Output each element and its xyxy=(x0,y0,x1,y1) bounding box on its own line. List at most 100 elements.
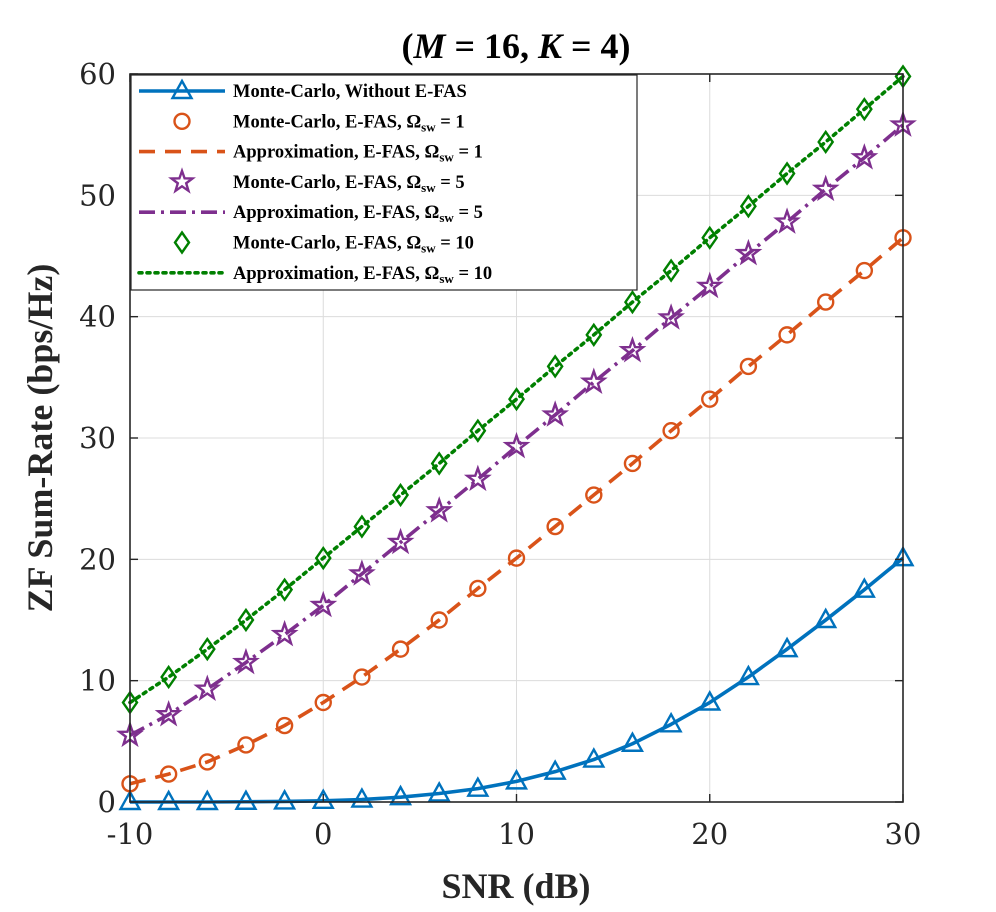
data-point-marker xyxy=(466,776,490,797)
y-tick-label: 60 xyxy=(79,57,116,91)
legend-entry: Monte-Carlo, E-FAS, Ωsw = 10 xyxy=(173,230,474,256)
data-point-marker xyxy=(623,454,642,473)
legend-entry: Approximation, E-FAS, Ωsw = 1 xyxy=(139,143,483,165)
data-point-marker xyxy=(270,619,299,647)
data-point-marker xyxy=(736,664,760,686)
data-point-marker xyxy=(701,225,719,250)
legend-entry: Monte-Carlo, E-FAS, Ωsw = 5 xyxy=(168,167,465,195)
series-5-approximation-e-fas-sw-5 xyxy=(129,123,905,737)
data-point-marker xyxy=(579,367,608,395)
legend-label-tail: = 1 xyxy=(454,143,483,163)
data-point-marker xyxy=(309,590,338,618)
legend-entry: Monte-Carlo, E-FAS, Ωsw = 1 xyxy=(173,112,465,134)
data-point-marker xyxy=(507,549,526,567)
legend-label-subscript: sw xyxy=(439,271,454,286)
legend-label-main: Approximation, E-FAS, Ω xyxy=(233,143,439,163)
legend-label-main: Monte-Carlo, Without E-FAS xyxy=(233,82,467,102)
x-tick-label: -10 xyxy=(107,817,154,851)
data-point-marker xyxy=(386,527,415,555)
data-point-marker xyxy=(389,784,413,806)
legend-label-subscript: sw xyxy=(421,180,436,195)
legend-label-main: Monte-Carlo, E-FAS, Ω xyxy=(233,112,421,132)
x-tick-label: 0 xyxy=(314,817,332,851)
series-line xyxy=(128,74,905,705)
legend-label: Approximation, E-FAS, Ωsw = 5 xyxy=(233,203,483,225)
data-point-marker xyxy=(353,668,371,686)
legend-entry: Approximation, E-FAS, Ωsw = 10 xyxy=(137,264,492,286)
data-point-marker xyxy=(817,293,835,311)
y-tick-label: 50 xyxy=(79,178,116,212)
data-point-marker xyxy=(855,261,874,280)
legend-label-main: Approximation, E-FAS, Ω xyxy=(233,264,439,284)
x-tick-label: 20 xyxy=(691,817,728,851)
legend-label: Monte-Carlo, E-FAS, Ωsw = 5 xyxy=(233,173,465,195)
data-point-marker xyxy=(232,647,260,675)
data-point-marker xyxy=(469,579,487,598)
data-point-marker xyxy=(198,753,217,771)
legend-swatch-marker xyxy=(168,167,196,194)
data-point-marker xyxy=(582,747,606,768)
data-point-marker xyxy=(775,636,799,658)
x-tick-label: 30 xyxy=(885,817,922,851)
data-point-marker xyxy=(427,781,451,802)
data-point-marker xyxy=(273,788,297,810)
data-point-marker xyxy=(773,207,801,234)
series-4-monte-carlo-e-fas-sw-5 xyxy=(116,110,917,748)
series-line xyxy=(129,123,905,737)
legend: Monte-Carlo, Without E-FAS Monte-Carlo, E… xyxy=(130,74,638,291)
data-point-marker xyxy=(811,174,840,202)
data-point-marker xyxy=(546,517,564,536)
data-point-marker xyxy=(276,577,294,602)
legend-box xyxy=(130,74,638,291)
data-point-marker xyxy=(159,765,178,783)
legend-label-subscript: sw xyxy=(439,150,454,165)
data-point-marker xyxy=(502,431,531,459)
data-point-marker xyxy=(314,693,332,712)
legend-swatch-marker xyxy=(170,78,194,100)
series-line xyxy=(129,236,905,786)
data-point-marker xyxy=(347,559,376,586)
data-point-marker xyxy=(311,788,335,809)
data-point-marker xyxy=(662,422,680,440)
data-point-marker xyxy=(739,357,758,376)
legend-entry: Approximation, E-FAS, Ωsw = 5 xyxy=(139,203,483,225)
data-point-marker xyxy=(852,577,876,598)
legend-label-tail: = 1 xyxy=(436,112,465,132)
x-tick-label: 10 xyxy=(498,817,535,851)
data-point-marker xyxy=(154,699,183,727)
y-tick-label: 40 xyxy=(79,300,116,334)
data-point-marker xyxy=(585,486,603,504)
y-axis-label: ZF Sum-Rate (bps/Hz) xyxy=(20,264,60,613)
data-point-marker xyxy=(734,238,763,266)
data-point-marker xyxy=(275,716,294,735)
data-point-marker xyxy=(778,326,796,344)
data-point-marker xyxy=(350,787,374,808)
data-point-marker xyxy=(237,736,255,754)
chart-title: (M = 16, K = 4) xyxy=(401,26,630,66)
legend-label-tail: = 10 xyxy=(454,264,492,284)
y-tick-label: 20 xyxy=(79,542,116,576)
legend-label: Monte-Carlo, E-FAS, Ωsw = 10 xyxy=(233,234,474,256)
legend-label: Approximation, E-FAS, Ωsw = 1 xyxy=(233,143,483,165)
legend-label: Monte-Carlo, Without E-FAS xyxy=(233,82,467,102)
legend-label: Approximation, E-FAS, Ωsw = 10 xyxy=(233,264,492,286)
data-point-marker xyxy=(504,768,529,790)
legend-label-subscript: sw xyxy=(439,210,454,225)
data-point-marker xyxy=(425,496,454,523)
y-tick-label: 30 xyxy=(79,421,116,455)
legend-swatch-marker xyxy=(173,112,191,131)
y-tick-label: 10 xyxy=(79,664,116,698)
legend-label-main: Monte-Carlo, E-FAS, Ω xyxy=(233,234,421,254)
series-3-approximation-e-fas-sw-1 xyxy=(129,236,905,786)
legend-label-subscript: sw xyxy=(421,119,436,134)
data-point-marker xyxy=(118,789,142,811)
legend-label: Monte-Carlo, E-FAS, Ωsw = 1 xyxy=(233,112,465,134)
legend-label-tail: = 5 xyxy=(436,173,465,193)
data-point-marker xyxy=(541,400,570,427)
data-point-marker xyxy=(855,97,873,122)
y-tick-label: 0 xyxy=(98,785,116,819)
series-7-approximation-e-fas-sw-10 xyxy=(128,74,905,705)
data-point-marker xyxy=(695,271,724,299)
